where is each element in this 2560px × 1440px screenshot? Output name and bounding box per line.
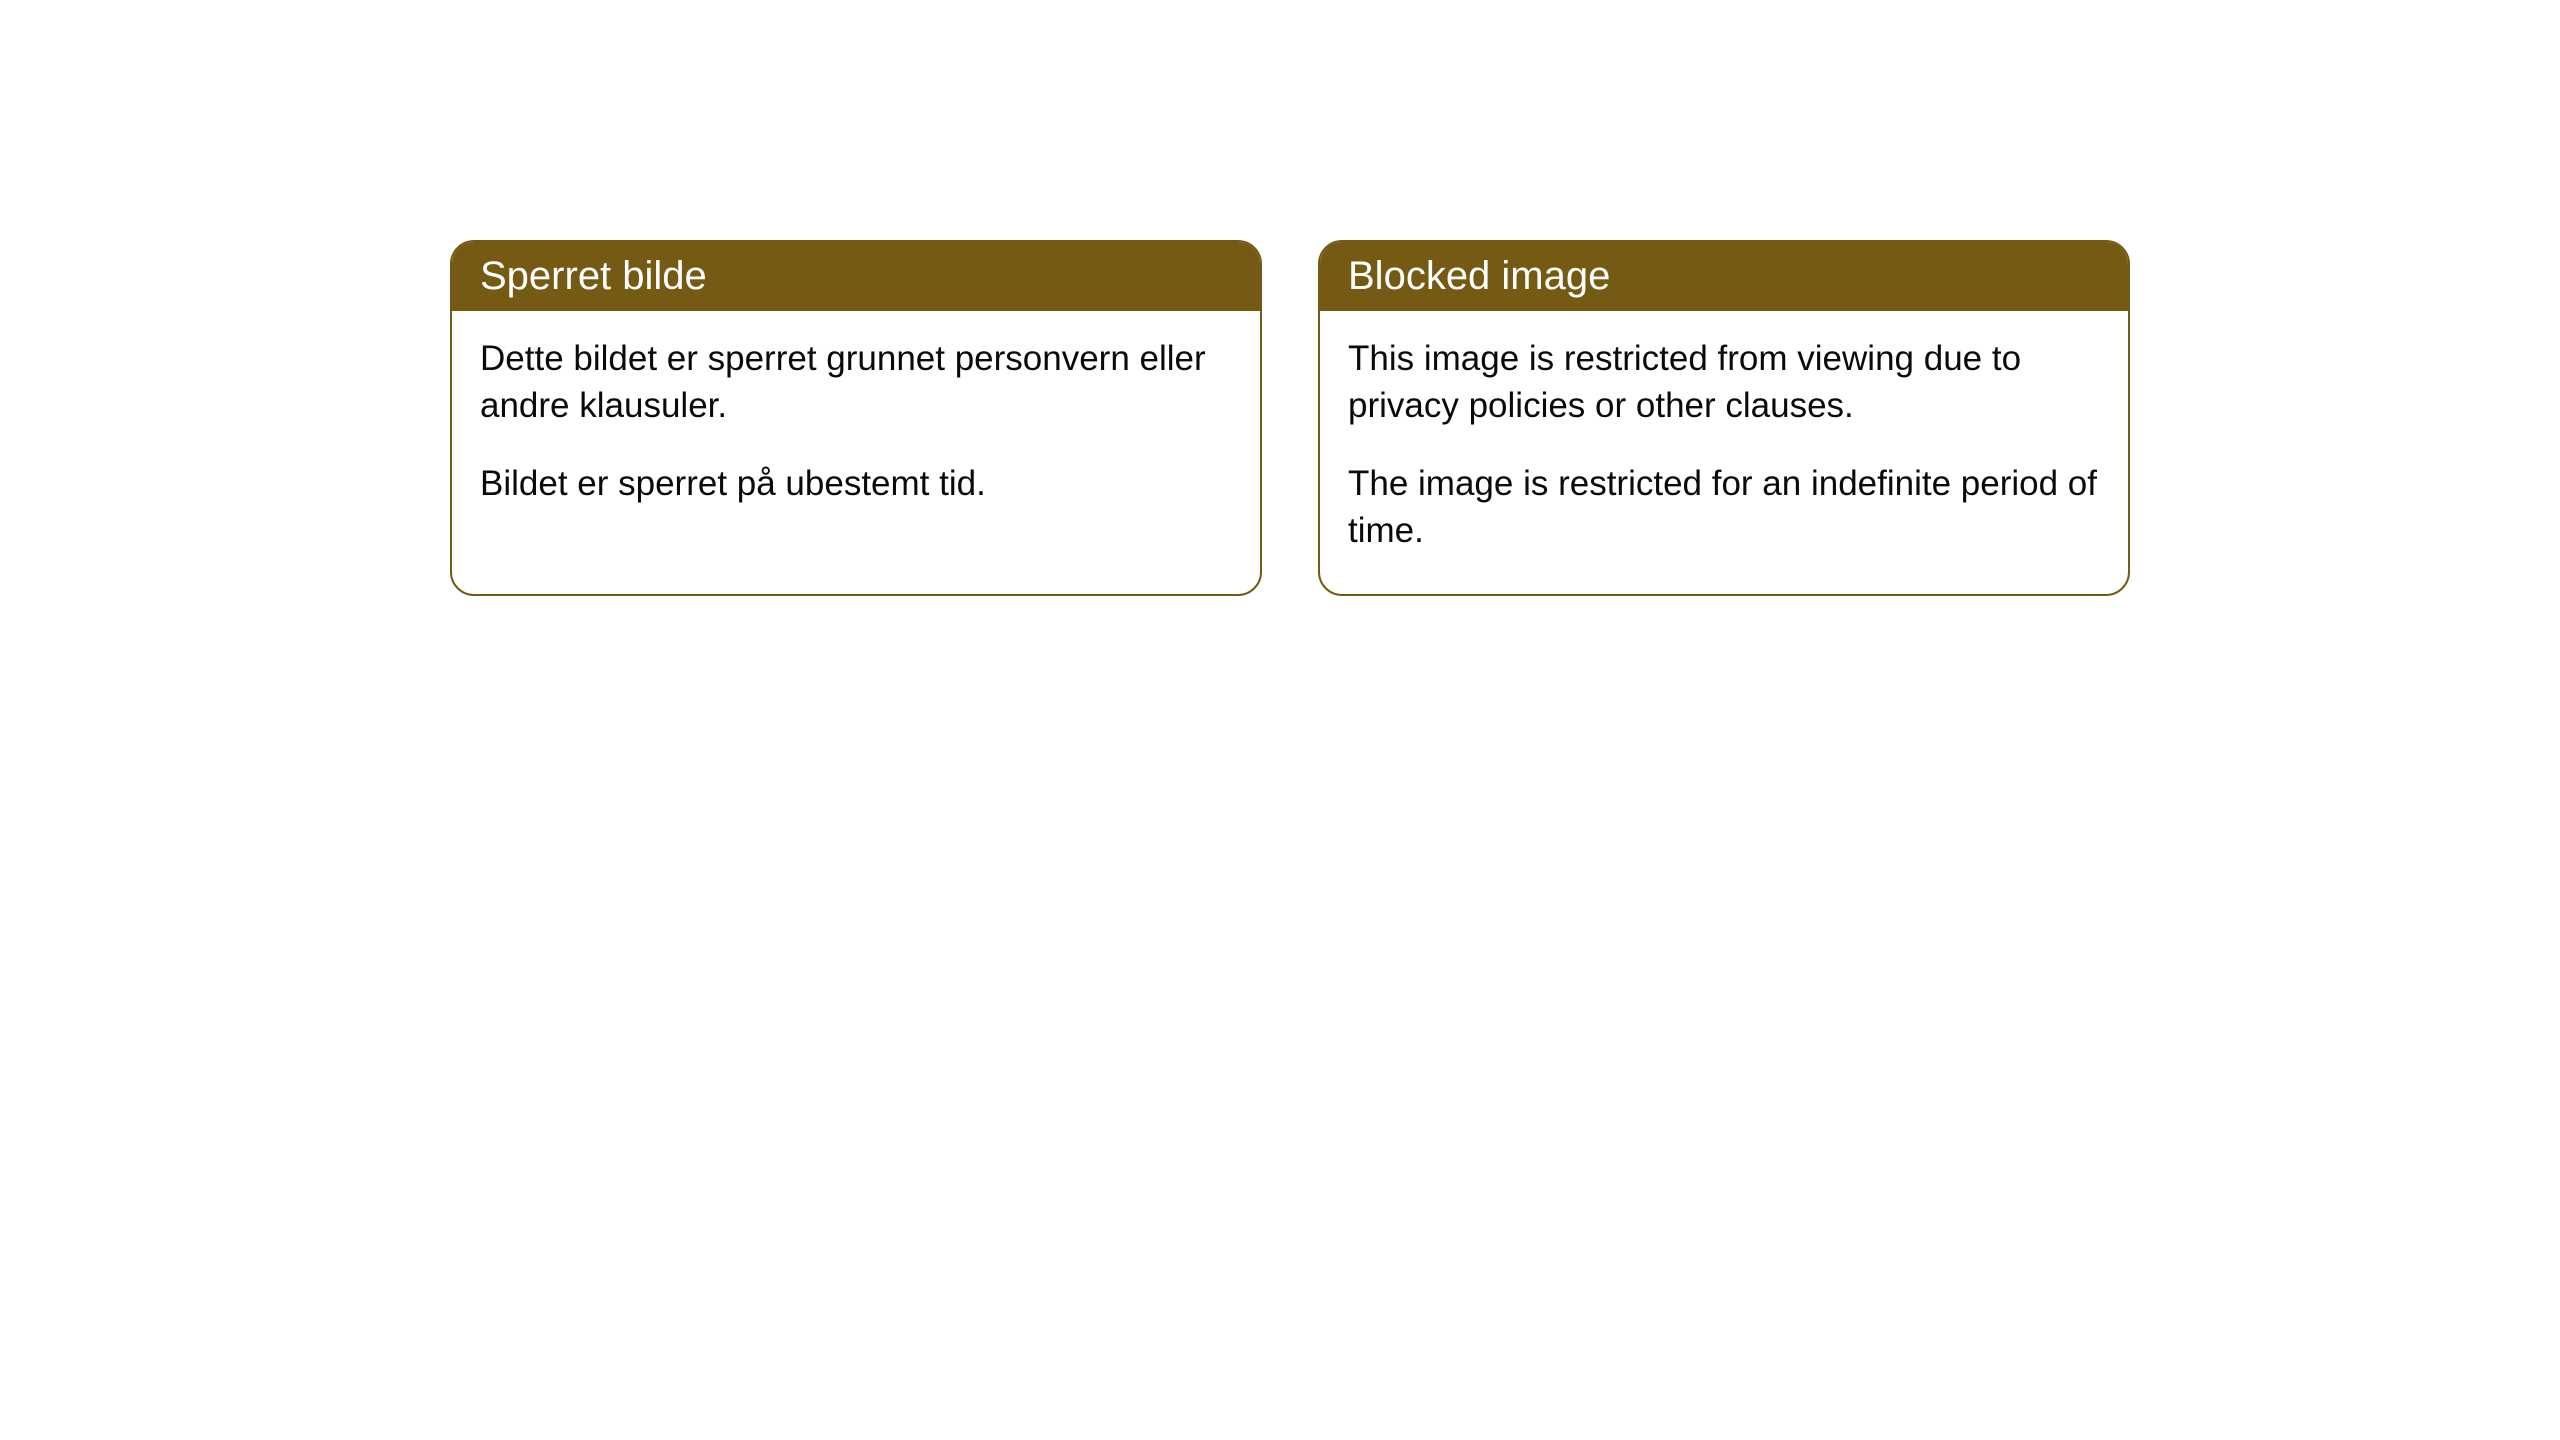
blocked-image-card-english: Blocked image This image is restricted f… bbox=[1318, 240, 2130, 596]
notice-cards-container: Sperret bilde Dette bildet er sperret gr… bbox=[450, 240, 2130, 596]
card-text-english-1: This image is restricted from viewing du… bbox=[1348, 335, 2100, 430]
card-text-english-2: The image is restricted for an indefinit… bbox=[1348, 460, 2100, 555]
card-body-english: This image is restricted from viewing du… bbox=[1320, 311, 2128, 594]
card-body-norwegian: Dette bildet er sperret grunnet personve… bbox=[452, 311, 1260, 547]
card-text-norwegian-2: Bildet er sperret på ubestemt tid. bbox=[480, 460, 1232, 507]
card-title-english: Blocked image bbox=[1320, 242, 2128, 311]
card-text-norwegian-1: Dette bildet er sperret grunnet personve… bbox=[480, 335, 1232, 430]
blocked-image-card-norwegian: Sperret bilde Dette bildet er sperret gr… bbox=[450, 240, 1262, 596]
card-title-norwegian: Sperret bilde bbox=[452, 242, 1260, 311]
